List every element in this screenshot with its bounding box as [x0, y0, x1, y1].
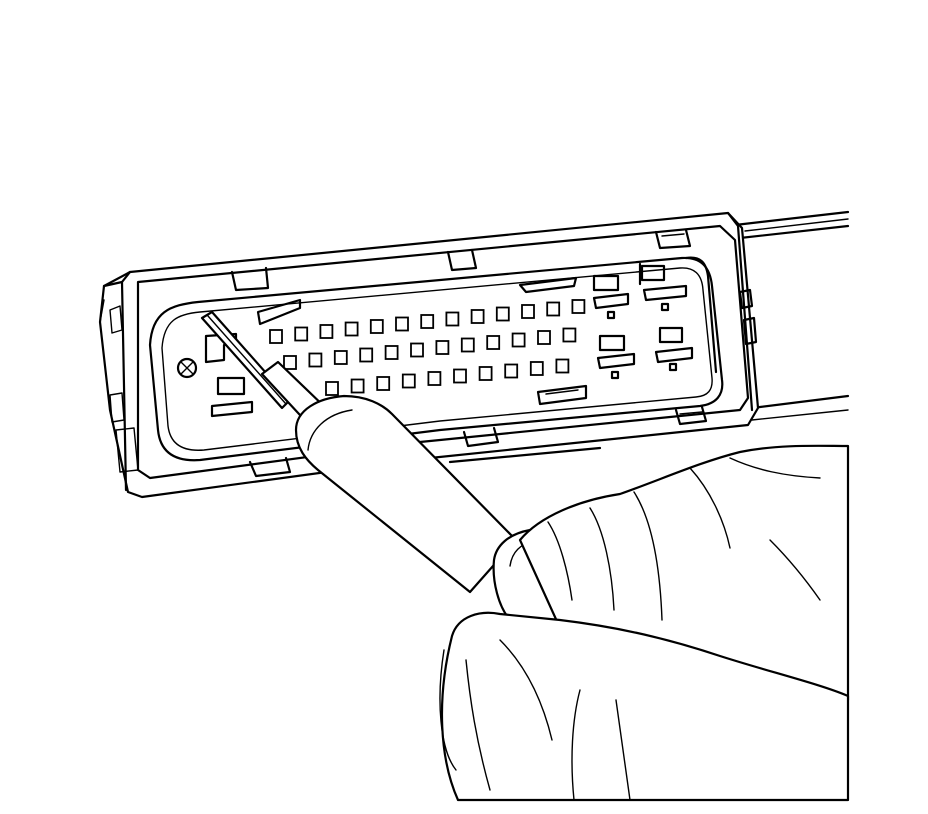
terminal-cavity	[294, 326, 309, 342]
power-cavities	[592, 256, 718, 380]
terminal-cavities	[269, 299, 586, 396]
terminal-cavity	[460, 337, 475, 353]
terminal-cavity	[344, 321, 359, 337]
terminal-cavity	[529, 361, 544, 376]
terminal-cavity	[376, 376, 391, 391]
terminal-cavity	[269, 329, 283, 344]
terminal-cavity	[546, 301, 561, 317]
terminal-cavity	[420, 314, 435, 329]
terminal-cavity	[555, 358, 570, 374]
terminal-cavity	[521, 304, 535, 319]
terminal-cavity	[562, 327, 577, 343]
terminal-cavity	[511, 332, 526, 348]
terminal-cavity	[427, 371, 442, 386]
terminal-cavity	[410, 342, 424, 358]
connector-screw	[176, 357, 198, 379]
terminal-cavity	[571, 299, 586, 314]
terminal-cavity	[283, 355, 297, 370]
terminal-cavity	[395, 316, 409, 332]
terminal-cavity	[350, 378, 365, 394]
terminal-cavity	[495, 306, 510, 322]
terminal-cavity	[435, 340, 450, 355]
terminal-cavity	[537, 330, 551, 345]
terminal-cavity	[369, 319, 384, 334]
terminal-cavity	[384, 345, 399, 360]
terminal-cavity	[333, 350, 348, 365]
terminal-cavity	[401, 373, 416, 389]
terminal-cavity	[325, 381, 339, 396]
terminal-cavity	[308, 352, 323, 368]
terminal-cavity	[359, 347, 374, 363]
terminal-cavity	[470, 309, 485, 324]
terminal-cavity	[445, 311, 460, 327]
terminal-cavity	[478, 366, 493, 381]
terminal-cavity	[504, 363, 519, 379]
gloved-hand	[439, 444, 850, 802]
terminal-cavity	[486, 335, 501, 350]
terminal-cavity	[453, 368, 467, 384]
terminal-cavity	[319, 324, 334, 339]
